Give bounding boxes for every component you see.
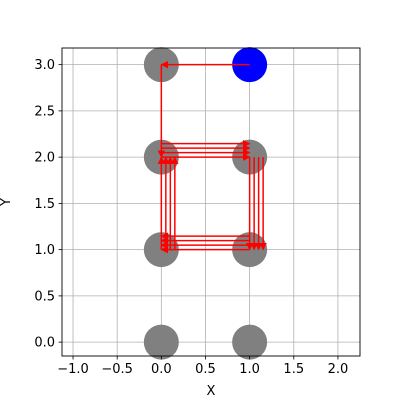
y-tick-label: 0.0: [34, 336, 55, 351]
axis-ticks: −1.0 −0.5 0.0 0.5 1.0 1.5 2.0 0.0 0.5 1.0 1.5 2.0 2.…: [34, 58, 348, 377]
x-axis-label: X: [207, 384, 216, 399]
x-tick-label: −1.0: [57, 362, 89, 377]
y-axis-label: Y: [0, 198, 14, 207]
path-arrows: [157, 60, 267, 254]
y-tick-label: 0.5: [34, 289, 55, 304]
plot-frame: [61, 47, 361, 357]
current-node-marker: [232, 47, 268, 83]
grid-lines: [62, 48, 360, 356]
x-tick-label: 0.0: [151, 362, 172, 377]
y-tick-label: 2.0: [34, 151, 55, 166]
x-tick-label: 1.5: [283, 362, 304, 377]
y-tick-label: 3.0: [34, 58, 55, 73]
y-tick-label: 1.0: [34, 243, 55, 258]
x-tick-label: 0.5: [195, 362, 216, 377]
node-marker: [143, 324, 179, 360]
x-tick-label: 2.0: [328, 362, 349, 377]
y-tick-label: 2.5: [34, 104, 55, 119]
x-tick-label: −0.5: [101, 362, 133, 377]
node-marker: [232, 324, 268, 360]
x-tick-label: 1.0: [239, 362, 260, 377]
y-tick-label: 1.5: [34, 197, 55, 212]
